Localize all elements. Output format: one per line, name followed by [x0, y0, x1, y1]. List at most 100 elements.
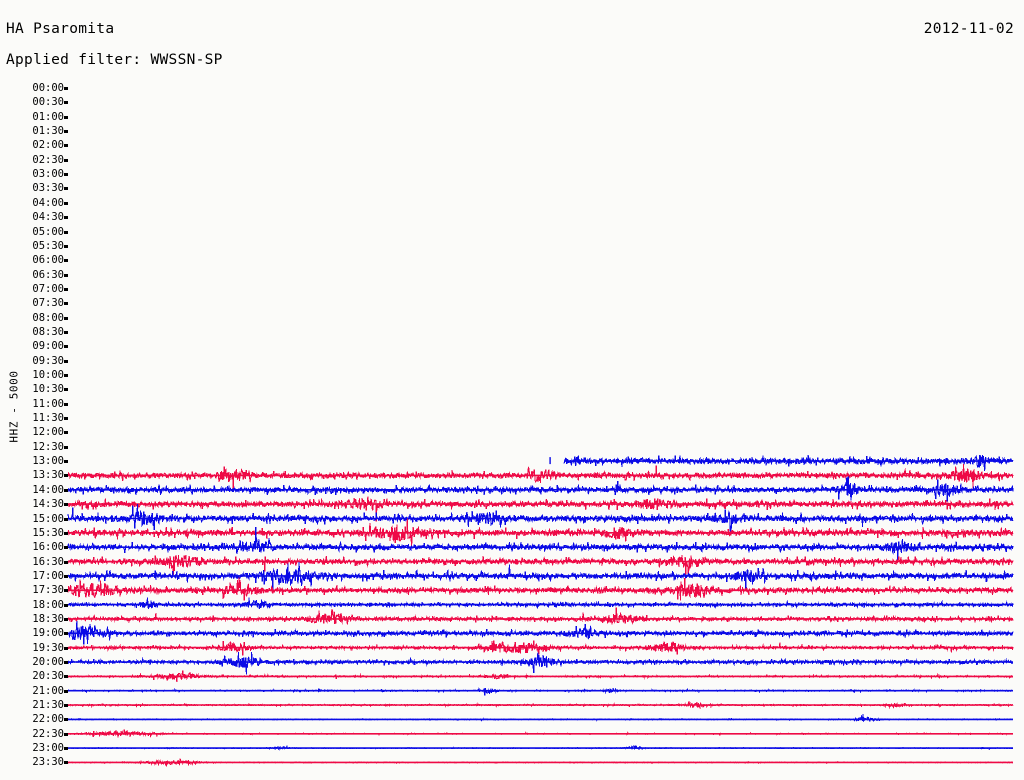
time-axis-label: 20:30 — [32, 670, 64, 683]
time-axis-label: 08:30 — [32, 325, 64, 338]
axis-tick — [64, 402, 68, 406]
time-axis-label: 02:30 — [32, 153, 64, 166]
axis-tick — [64, 445, 68, 449]
time-axis-label: 01:00 — [32, 110, 64, 123]
time-axis-label: 17:30 — [32, 584, 64, 597]
time-axis-label: 03:00 — [32, 168, 64, 181]
applied-filter-label: Applied filter: WWSSN-SP — [6, 52, 223, 68]
axis-tick — [64, 287, 68, 291]
axis-tick — [64, 718, 68, 722]
seismic-trace — [67, 463, 1014, 490]
time-axis-label: 12:00 — [32, 426, 64, 439]
time-axis-label: 17:00 — [32, 569, 64, 582]
axis-tick — [64, 388, 68, 392]
seismic-trace — [67, 476, 1014, 502]
time-axis-label: 16:00 — [32, 541, 64, 554]
time-axis-label: 23:00 — [32, 742, 64, 755]
axis-tick — [64, 732, 68, 736]
seismic-trace — [67, 686, 1014, 696]
axis-tick — [64, 560, 68, 564]
axis-tick — [64, 574, 68, 578]
axis-tick — [64, 488, 68, 492]
axis-tick — [64, 704, 68, 708]
time-axis-label: 06:30 — [32, 268, 64, 281]
axis-tick — [64, 201, 68, 205]
time-axis-label: 00:00 — [32, 82, 64, 94]
time-axis-label: 09:00 — [32, 340, 64, 353]
time-axis-label: 07:30 — [32, 297, 64, 310]
axis-tick — [64, 158, 68, 162]
axis-tick — [64, 675, 68, 679]
time-axis-label: 22:00 — [32, 713, 64, 726]
axis-tick — [64, 632, 68, 636]
axis-tick — [64, 330, 68, 334]
station-title: HA Psaromita — [6, 21, 115, 37]
axis-tick — [64, 646, 68, 650]
time-axis-label: 04:00 — [32, 196, 64, 209]
axis-tick — [64, 216, 68, 220]
time-axis-label: 14:00 — [32, 483, 64, 496]
time-axis-label: 12:30 — [32, 440, 64, 453]
time-axis-label: 04:30 — [32, 211, 64, 224]
time-axis-label: 20:00 — [32, 656, 64, 668]
axis-tick — [64, 460, 68, 464]
axis-tick — [64, 130, 68, 134]
axis-tick — [64, 417, 68, 421]
axis-tick — [64, 503, 68, 507]
axis-tick — [64, 747, 68, 751]
seismic-trace — [67, 554, 1014, 576]
axis-tick — [64, 374, 68, 377]
time-axis-label: 07:00 — [32, 282, 64, 295]
axis-tick — [64, 761, 68, 765]
seismic-trace — [67, 597, 1014, 610]
time-axis-label: 01:30 — [32, 125, 64, 138]
time-axis-label: 21:00 — [32, 684, 64, 697]
time-axis-label: 05:00 — [32, 225, 64, 238]
time-axis-label: 09:30 — [32, 354, 64, 367]
seismic-trace — [67, 607, 1014, 626]
time-axis-label: 18:30 — [32, 612, 64, 625]
axis-tick — [64, 244, 68, 248]
record-date: 2012-11-02 — [923, 21, 1014, 37]
time-axis-label: 15:30 — [32, 526, 64, 539]
time-axis-label: 02:00 — [32, 139, 64, 152]
time-axis-label: 21:30 — [32, 699, 64, 712]
time-axis-label: 11:30 — [32, 412, 64, 425]
time-axis-label: 13:00 — [32, 455, 64, 468]
seismic-trace — [563, 454, 1014, 471]
time-axis-label: 18:00 — [32, 598, 64, 611]
axis-tick — [64, 359, 68, 363]
time-axis-label: 19:00 — [32, 627, 64, 640]
time-axis-label: 19:30 — [32, 641, 64, 654]
axis-tick — [64, 259, 68, 263]
time-axis-label: 05:30 — [32, 239, 64, 252]
axis-tick — [64, 661, 68, 664]
axis-tick — [64, 345, 68, 349]
time-label-column: 00:00 00:30 01:00 01:30 02:00 02:30 03:00 03:30… — [16, 0, 64, 780]
time-axis-label: 23:30 — [32, 756, 64, 769]
axis-tick — [64, 589, 68, 593]
axis-tick — [64, 546, 68, 550]
time-axis-label: 10:30 — [32, 383, 64, 396]
axis-tick — [64, 187, 68, 191]
time-axis-label: 10:00 — [32, 369, 64, 381]
axis-tick — [64, 689, 68, 693]
time-axis-label: 22:30 — [32, 727, 64, 740]
axis-tick — [64, 230, 68, 234]
seismic-trace — [67, 518, 1014, 546]
axis-tick — [64, 115, 68, 119]
axis-tick — [64, 273, 68, 277]
axis-tick — [64, 617, 68, 621]
axis-tick — [64, 302, 68, 306]
axis-tick — [64, 531, 68, 535]
time-axis-label: 15:00 — [32, 512, 64, 525]
axis-tick — [64, 101, 68, 105]
axis-tick — [64, 603, 68, 607]
axis-tick — [64, 144, 68, 148]
time-axis-label: 14:30 — [32, 498, 64, 511]
axis-tick — [64, 517, 68, 521]
seismic-trace — [67, 577, 1014, 601]
